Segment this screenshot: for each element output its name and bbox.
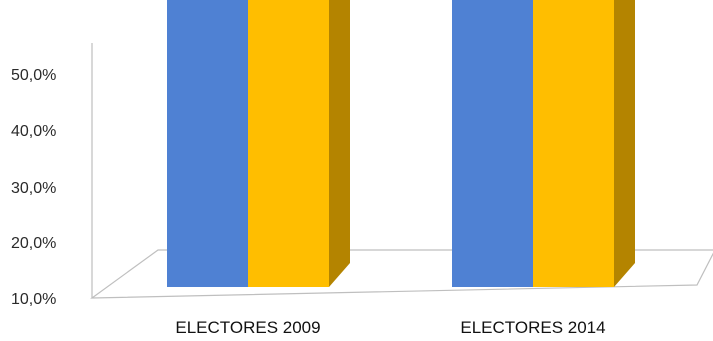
bar-side <box>329 0 350 287</box>
bar-front <box>167 0 248 287</box>
y-axis: 50,0% 40,0% 30,0% 20,0% 10,0% <box>11 43 93 308</box>
bar-front <box>248 0 329 287</box>
y-tick-label: 30,0% <box>11 180 56 197</box>
bars <box>167 0 635 287</box>
bar-front <box>452 0 533 287</box>
category-label: ELECTORES 2009 <box>175 318 320 337</box>
category-labels: ELECTORES 2009 ELECTORES 2014 <box>175 318 605 337</box>
bar <box>533 0 635 287</box>
y-tick-label: 50,0% <box>11 67 56 84</box>
y-tick-label: 10,0% <box>11 291 56 308</box>
category-label: ELECTORES 2014 <box>460 318 605 337</box>
y-tick-label: 40,0% <box>11 123 56 140</box>
y-tick-label: 20,0% <box>11 235 56 252</box>
bar-front <box>533 0 614 287</box>
bar <box>248 0 350 287</box>
bar-side <box>614 0 635 287</box>
